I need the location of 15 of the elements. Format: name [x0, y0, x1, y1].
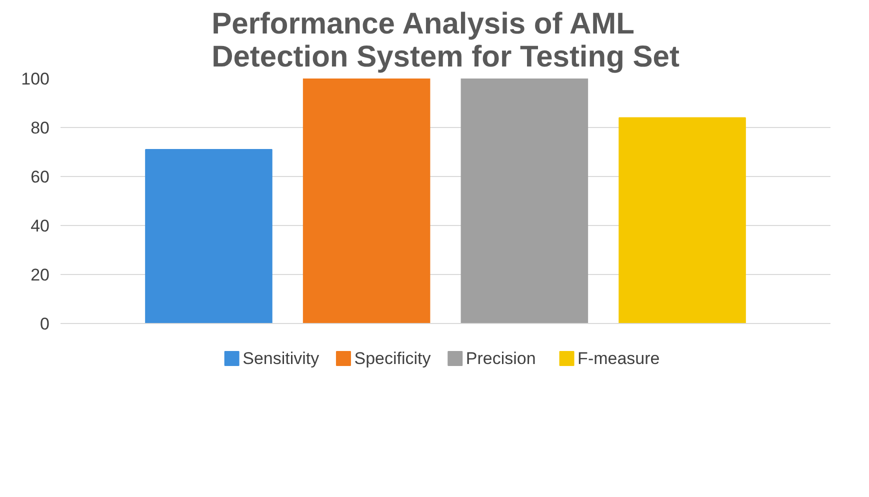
y-tick-label: 100: [21, 70, 50, 88]
y-tick-label: 60: [30, 168, 50, 186]
legend-label: F-measure: [578, 349, 660, 368]
y-tick-label: 80: [30, 118, 50, 138]
bar: [618, 117, 746, 324]
y-tick-label: 0: [40, 314, 50, 334]
bar: [145, 149, 272, 324]
legend-label: Precision: [466, 349, 536, 368]
legend-label: Specificity: [354, 349, 432, 368]
y-tick-label: 40: [30, 216, 50, 236]
chart-title: Performance Analysis of AML Detection System for Testing Set: [212, 8, 680, 74]
legend-label: Sensitivity: [242, 349, 320, 368]
y-tick-label: 20: [30, 266, 50, 284]
bar: [460, 78, 588, 324]
bar: [302, 78, 430, 324]
